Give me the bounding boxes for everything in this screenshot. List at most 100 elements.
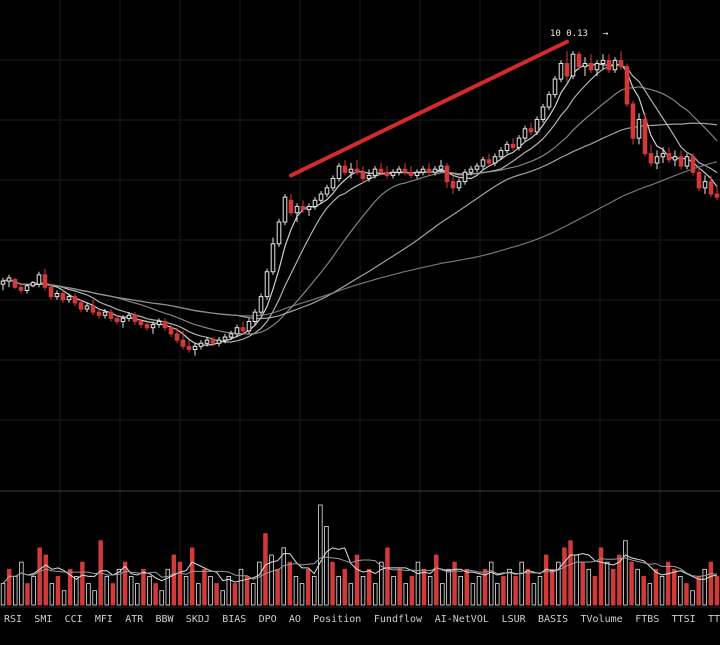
candle[interactable]	[600, 54, 606, 70]
indicator-tab[interactable]: TVolume	[581, 614, 623, 625]
candle[interactable]	[594, 60, 600, 76]
candle[interactable]	[516, 135, 522, 151]
candle[interactable]	[264, 268, 270, 300]
candle[interactable]	[144, 321, 150, 331]
candle[interactable]	[216, 337, 222, 347]
candle[interactable]	[444, 162, 450, 188]
candle[interactable]	[240, 321, 246, 334]
candle[interactable]	[12, 277, 18, 289]
candle[interactable]	[576, 51, 582, 70]
indicator-tab[interactable]: SKDJ	[186, 614, 210, 625]
candle[interactable]	[270, 237, 276, 275]
candle[interactable]	[258, 293, 264, 316]
candle[interactable]	[690, 153, 696, 176]
candle[interactable]	[570, 51, 576, 80]
indicator-tab[interactable]: BASIS	[538, 614, 568, 625]
indicator-tab[interactable]: Position	[313, 614, 361, 625]
candle[interactable]	[498, 147, 504, 160]
candle[interactable]	[708, 175, 714, 198]
indicator-tab[interactable]: TTMU	[708, 614, 720, 625]
candle[interactable]	[510, 138, 516, 151]
candle[interactable]	[684, 153, 690, 170]
indicator-tab[interactable]: ATR	[125, 614, 144, 625]
candle[interactable]	[432, 166, 438, 176]
candle[interactable]	[426, 162, 432, 176]
candle[interactable]	[198, 340, 204, 350]
candle[interactable]	[636, 113, 642, 145]
candle[interactable]	[336, 162, 342, 182]
candle[interactable]	[48, 284, 54, 300]
candle[interactable]	[342, 159, 348, 176]
candle[interactable]	[210, 337, 216, 347]
candle[interactable]	[162, 318, 168, 331]
candle[interactable]	[672, 150, 678, 167]
candle[interactable]	[348, 162, 354, 179]
candle[interactable]	[522, 125, 528, 142]
candle[interactable]	[312, 197, 318, 210]
candle[interactable]	[696, 166, 702, 191]
indicator-tab-bar[interactable]: RSI SMI CCI MFI ATR BBW SKDJ BIAS DPO AO Position F…	[4, 614, 720, 625]
candle[interactable]	[420, 166, 426, 176]
candle[interactable]	[318, 190, 324, 204]
candle[interactable]	[360, 166, 366, 182]
candle[interactable]	[552, 75, 558, 98]
candle[interactable]	[228, 330, 234, 341]
candle[interactable]	[612, 57, 618, 73]
indicator-tab[interactable]: Fundflow	[374, 614, 423, 625]
candle[interactable]	[0, 277, 6, 291]
trend-line[interactable]	[289, 39, 569, 178]
candle[interactable]	[648, 144, 654, 167]
candle[interactable]	[486, 153, 492, 167]
candle[interactable]	[156, 318, 162, 328]
candle[interactable]	[660, 147, 666, 163]
candle[interactable]	[186, 340, 192, 353]
candle[interactable]	[300, 200, 306, 213]
candle[interactable]	[558, 60, 564, 83]
indicator-tab[interactable]: TTSI	[672, 614, 696, 625]
candle[interactable]	[180, 330, 186, 350]
candle[interactable]	[126, 312, 132, 322]
candle[interactable]	[438, 159, 444, 173]
candle[interactable]	[42, 268, 48, 291]
candle[interactable]	[372, 166, 378, 179]
candle[interactable]	[456, 178, 462, 191]
candle[interactable]	[18, 284, 24, 294]
candle[interactable]	[6, 274, 12, 288]
indicator-tab[interactable]: FTBS	[635, 614, 659, 625]
candle[interactable]	[78, 299, 84, 313]
candle[interactable]	[480, 156, 486, 170]
candle[interactable]	[714, 184, 720, 201]
candle[interactable]	[288, 194, 294, 216]
candle[interactable]	[366, 169, 372, 182]
candle[interactable]	[102, 309, 108, 319]
candle[interactable]	[654, 150, 660, 170]
candle[interactable]	[150, 321, 156, 334]
indicator-tab[interactable]: MFI	[95, 614, 113, 625]
candle[interactable]	[114, 315, 120, 325]
candle[interactable]	[138, 318, 144, 328]
candle[interactable]	[120, 315, 126, 328]
candle[interactable]	[450, 175, 456, 195]
candle[interactable]	[90, 299, 96, 316]
candle[interactable]	[390, 169, 396, 179]
candle[interactable]	[72, 293, 78, 306]
candle[interactable]	[414, 169, 420, 179]
candle[interactable]	[564, 51, 570, 83]
candle[interactable]	[618, 51, 624, 70]
candle[interactable]	[474, 162, 480, 173]
indicator-tab[interactable]: DPO	[259, 614, 277, 625]
indicator-tab[interactable]: AI-NetVOL	[435, 614, 489, 625]
candle[interactable]	[354, 159, 360, 176]
candle[interactable]	[678, 150, 684, 170]
candle[interactable]	[666, 147, 672, 163]
candle[interactable]	[234, 324, 240, 338]
candle[interactable]	[306, 203, 312, 216]
candle[interactable]	[462, 169, 468, 185]
candle[interactable]	[624, 63, 630, 108]
candle[interactable]	[24, 284, 30, 294]
candle[interactable]	[252, 309, 258, 325]
candle[interactable]	[378, 162, 384, 176]
candle[interactable]	[582, 57, 588, 76]
indicator-tab[interactable]: SMI	[34, 614, 52, 625]
